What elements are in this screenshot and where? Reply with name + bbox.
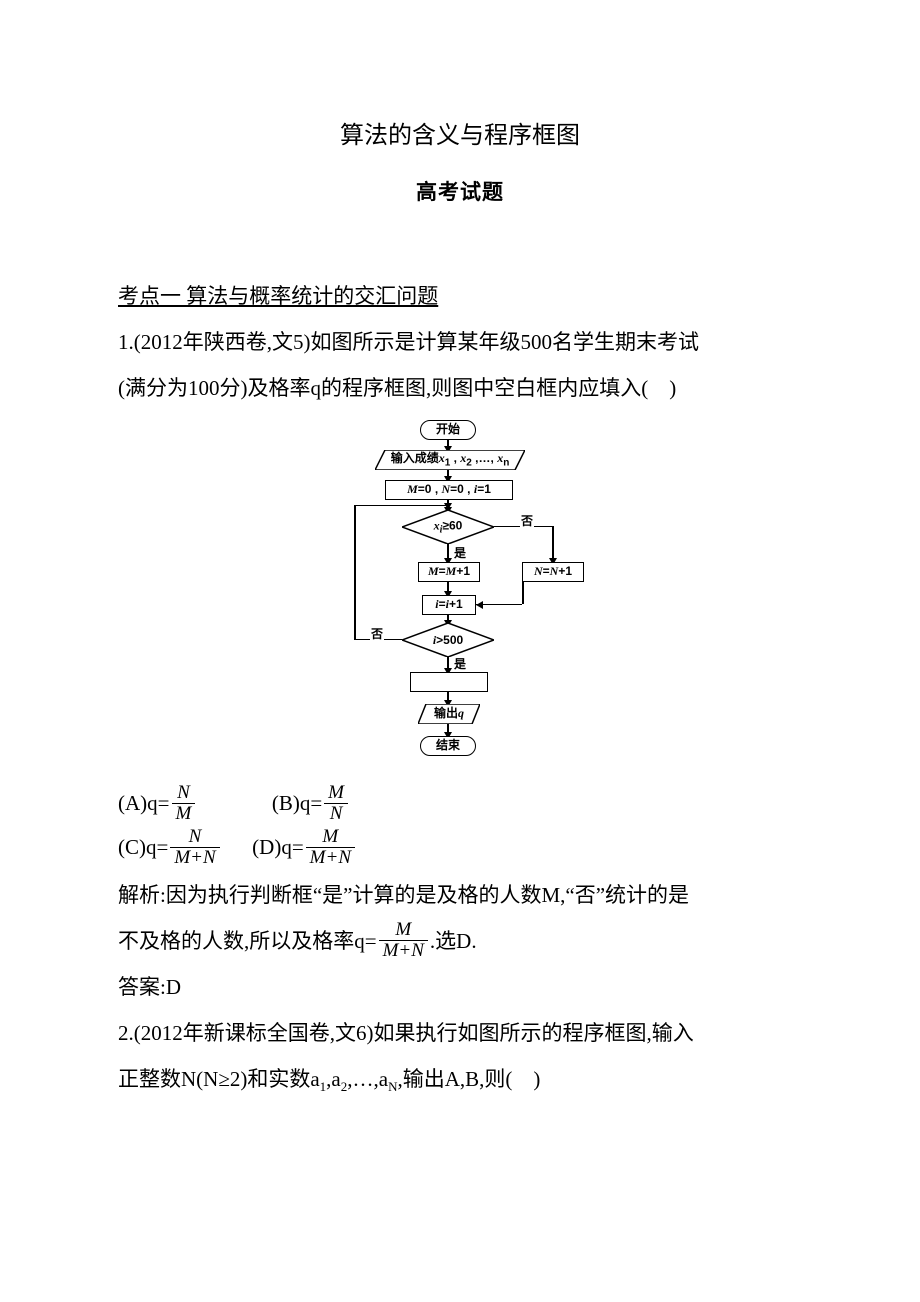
flow-init-label: M=0 , N=0 , i=1 — [407, 476, 491, 502]
flow-label-no2: 否 — [370, 628, 384, 640]
flow-m-inc-label: M=M+1 — [428, 558, 470, 584]
q1-options-row1: (A)q=NM (B)q=MN — [118, 784, 802, 826]
flow-input: 输入成绩x1 , x2 ,…, xn — [375, 450, 525, 470]
q1-opt-c: (C)q=NM+N — [118, 828, 222, 870]
page-subtitle: 高考试题 — [118, 169, 802, 215]
flow-start: 开始 — [420, 420, 476, 440]
q1-opt-d-label: (D)q= — [252, 835, 304, 859]
q1-stem-line2b: ) — [669, 376, 676, 400]
flow-i-inc-label: i=i+1 — [435, 591, 462, 617]
q1-explain-line2a: 不及格的人数,所以及格率q= — [118, 929, 377, 953]
page-title: 算法的含义与程序框图 — [118, 110, 802, 163]
q1-opt-b-label: (B)q= — [272, 791, 322, 815]
q2-line2b: ,a — [326, 1067, 341, 1091]
q1-opt-a-den: M — [172, 804, 196, 824]
q1-opt-c-num: N — [170, 827, 219, 848]
q1-flowchart: 开始 输入成绩x1 , x2 ,…, xn M=0 , N=0 , i=1 xi… — [300, 420, 620, 780]
q1-opt-d-num: M — [306, 827, 355, 848]
flow-i-inc: i=i+1 — [422, 595, 476, 615]
q1-opt-a: (A)q=NM — [118, 784, 197, 826]
q1-stem-line2: (满分为100分)及格率q的程序框图,则图中空白框内应填入( ) — [118, 365, 802, 411]
q2-line2a: 正整数N(N≥2)和实数a — [118, 1067, 320, 1091]
q1-explain-line2b: .选D. — [430, 929, 477, 953]
q1-opt-c-den: M+N — [170, 848, 219, 868]
flow-cond-loop-label: i>500 — [433, 626, 463, 652]
q2-line1: 2.(2012年新课标全国卷,文6)如果执行如图所示的程序框图,输入 — [118, 1010, 802, 1056]
flow-cond-score: xi≥60 — [402, 510, 494, 544]
q2-line2c: ,…,a — [347, 1067, 388, 1091]
q1-stem-line2a: (满分为100分)及格率q的程序框图,则图中空白框内应填入( — [118, 376, 648, 400]
flow-label-no1: 否 — [520, 515, 534, 527]
flow-label-yes2: 是 — [453, 658, 467, 670]
flow-cond-loop: i>500 — [402, 623, 494, 657]
flow-blank-box — [410, 672, 488, 692]
flow-n-inc: N=N+1 — [522, 562, 584, 582]
q2-line2e: ) — [533, 1067, 540, 1091]
exam-page: 算法的含义与程序框图 高考试题 考点一 算法与概率统计的交汇问题 1.(2012… — [0, 0, 920, 1182]
q1-options-row2: (C)q=NM+N (D)q=MM+N — [118, 828, 802, 870]
flow-label-yes1: 是 — [453, 547, 467, 559]
flow-n-inc-label: N=N+1 — [534, 558, 572, 584]
q1-opt-c-label: (C)q= — [118, 835, 168, 859]
flow-m-inc: M=M+1 — [418, 562, 480, 582]
q1-explain-line2: 不及格的人数,所以及格率q=MM+N.选D. — [118, 918, 802, 964]
q1-opt-d-den: M+N — [306, 848, 355, 868]
flow-input-label: 输入成绩x1 , x2 ,…, xn — [391, 445, 510, 474]
q1-opt-a-label: (A)q= — [118, 791, 170, 815]
flow-end-label: 结束 — [436, 732, 460, 758]
q2-line2d: ,输出A,B,则( — [397, 1067, 512, 1091]
q1-opt-d: (D)q=MM+N — [252, 828, 357, 870]
q2-line2: 正整数N(N≥2)和实数a1,a2,…,aN,输出A,B,则( ) — [118, 1056, 802, 1102]
flow-init: M=0 , N=0 , i=1 — [385, 480, 513, 500]
flow-output-label: 输出q — [434, 700, 464, 726]
q1-opt-b-num: M — [324, 783, 348, 804]
section-heading: 考点一 算法与概率统计的交汇问题 — [118, 273, 802, 319]
flow-end: 结束 — [420, 736, 476, 756]
q1-stem-line1: 1.(2012年陕西卷,文5)如图所示是计算某年级500名学生期末考试 — [118, 319, 802, 365]
q1-opt-b: (B)q=MN — [272, 784, 350, 826]
q1-opt-a-num: N — [172, 783, 196, 804]
q1-explain-den: M+N — [379, 941, 428, 961]
q1-explain-num: M — [379, 920, 428, 941]
flow-cond-score-label: xi≥60 — [434, 512, 463, 541]
q1-explain-line1: 解析:因为执行判断框“是”计算的是及格的人数M,“否”统计的是 — [118, 872, 802, 918]
flow-output: 输出q — [418, 704, 480, 724]
q1-answer: 答案:D — [118, 964, 802, 1010]
q1-opt-b-den: N — [324, 804, 348, 824]
